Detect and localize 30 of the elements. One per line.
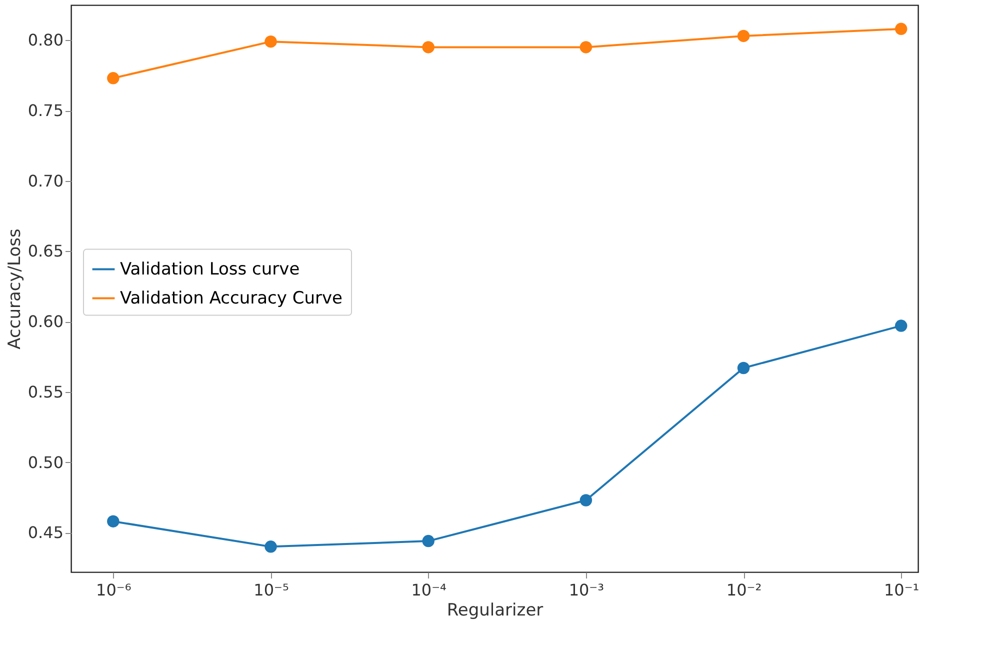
y-tick-label: 0.75 bbox=[28, 101, 64, 120]
point bbox=[264, 540, 277, 553]
x-tick-label: 10⁻⁴ bbox=[411, 580, 446, 600]
y-tick-label: 0.80 bbox=[28, 30, 64, 50]
x-tick-label: 10⁻³ bbox=[568, 580, 604, 600]
point bbox=[422, 534, 434, 548]
legend-label: Validation Accuracy Curve bbox=[120, 288, 343, 308]
point bbox=[894, 22, 908, 36]
point bbox=[737, 362, 750, 374]
legend-label: Validation Loss curve bbox=[120, 259, 300, 280]
point bbox=[737, 30, 750, 42]
point bbox=[580, 494, 592, 506]
x-tick-label: 10⁻⁵ bbox=[254, 580, 289, 600]
y-tick-label: 0.50 bbox=[28, 452, 64, 472]
x-tick-label: 10⁻¹ bbox=[884, 580, 920, 600]
point bbox=[422, 41, 434, 54]
point bbox=[107, 515, 120, 528]
y-tick-label: 0.55 bbox=[28, 382, 64, 402]
point bbox=[264, 35, 277, 48]
y-tick-label: 0.60 bbox=[28, 312, 64, 332]
y-tick-label: 0.45 bbox=[28, 523, 64, 542]
x-tick-label: 10⁻⁶ bbox=[96, 580, 132, 600]
point bbox=[580, 41, 592, 54]
point bbox=[107, 72, 120, 84]
y-axis-title: Accuracy/Loss bbox=[4, 228, 25, 350]
y-tick-label: 0.70 bbox=[28, 171, 64, 190]
point bbox=[894, 320, 908, 332]
x-axis-title: Regularizer bbox=[446, 600, 544, 620]
y-tick-label: 0.65 bbox=[28, 242, 64, 261]
x-tick-label: 10⁻² bbox=[726, 580, 762, 600]
